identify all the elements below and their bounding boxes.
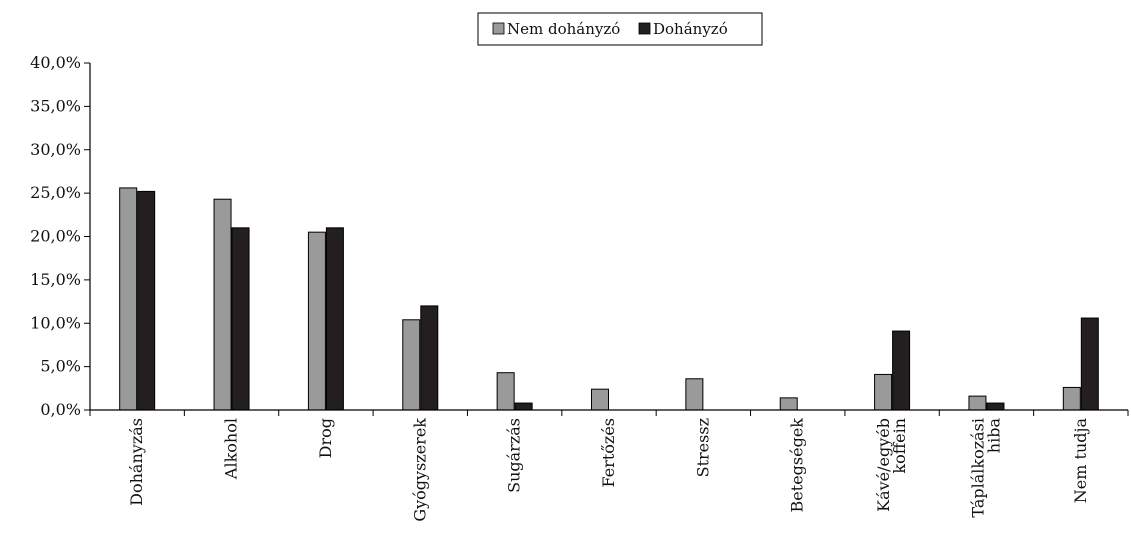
y-tick-label: 35,0% bbox=[30, 96, 81, 115]
bar-nem-dohanyzo bbox=[968, 395, 987, 411]
x-tick-label: Táplálkozásihiba bbox=[968, 418, 1003, 518]
x-axis: Dohányzás Alkohol Drog Gyógyszerek Sugárzás F… bbox=[89, 409, 1129, 522]
bar-nem-dohanyzo bbox=[496, 372, 515, 411]
y-tick-label: 15,0% bbox=[30, 270, 81, 289]
bar-nem-dohanyzo bbox=[874, 373, 893, 411]
bar-nem-dohanyzo bbox=[119, 187, 138, 411]
bar-dohanyzo bbox=[514, 402, 533, 411]
legend-box bbox=[477, 12, 763, 46]
legend-label-nem-dohanyzo: Nem dohányzó bbox=[507, 20, 620, 38]
bar-nem-dohanyzo bbox=[685, 378, 704, 411]
bar-dohanyzo bbox=[137, 190, 156, 411]
y-axis: 0,0% 5,0% 10,0% 15,0% 20,0% 25,0% 30,0% 35,0% 40… bbox=[30, 53, 91, 419]
bar-nem-dohanyzo bbox=[307, 231, 326, 411]
legend: Nem dohányzó Dohányzó bbox=[477, 12, 763, 46]
x-tick-label: Stressz bbox=[693, 418, 712, 477]
bar-dohanyzo bbox=[420, 305, 439, 411]
x-tick-label: Nem tudja bbox=[1071, 418, 1090, 504]
y-tick-label: 30,0% bbox=[30, 140, 81, 159]
x-tick-label: Alkohol bbox=[222, 418, 241, 480]
bar-nem-dohanyzo bbox=[591, 388, 609, 411]
bar-nem-dohanyzo bbox=[213, 198, 232, 411]
bar-dohanyzo bbox=[1080, 317, 1099, 411]
y-tick-label: 10,0% bbox=[30, 313, 81, 332]
x-tick-label: Gyógyszerek bbox=[410, 418, 429, 522]
bar-nem-dohanyzo bbox=[402, 319, 421, 411]
bar-nem-dohanyzo bbox=[1062, 386, 1081, 411]
x-tick-label: Fertőzés bbox=[599, 418, 618, 488]
x-tick-label: Kávé/egyébkoffein bbox=[874, 418, 909, 512]
bars bbox=[119, 187, 1099, 411]
legend-label-dohanyzo: Dohányzó bbox=[653, 20, 728, 38]
y-tick-label: 0,0% bbox=[40, 400, 81, 419]
legend-swatch-nem-dohanyzo bbox=[492, 22, 505, 35]
y-tick-label: 25,0% bbox=[30, 183, 81, 202]
y-tick-label: 5,0% bbox=[40, 357, 81, 376]
bar-dohanyzo bbox=[231, 227, 250, 411]
legend-swatch-dohanyzo bbox=[638, 22, 651, 35]
bar-dohanyzo bbox=[325, 227, 344, 411]
x-tick-label: Sugárzás bbox=[505, 418, 524, 493]
x-tick-label: Betegségek bbox=[788, 418, 807, 513]
bar-dohanyzo bbox=[892, 330, 911, 411]
x-tick-label: Dohányzás bbox=[127, 418, 146, 506]
y-tick-label: 40,0% bbox=[30, 53, 81, 72]
x-tick-label: Drog bbox=[316, 418, 335, 458]
bar-nem-dohanyzo bbox=[779, 397, 798, 411]
bar-dohanyzo bbox=[986, 402, 1005, 411]
y-tick-label: 20,0% bbox=[30, 227, 81, 246]
